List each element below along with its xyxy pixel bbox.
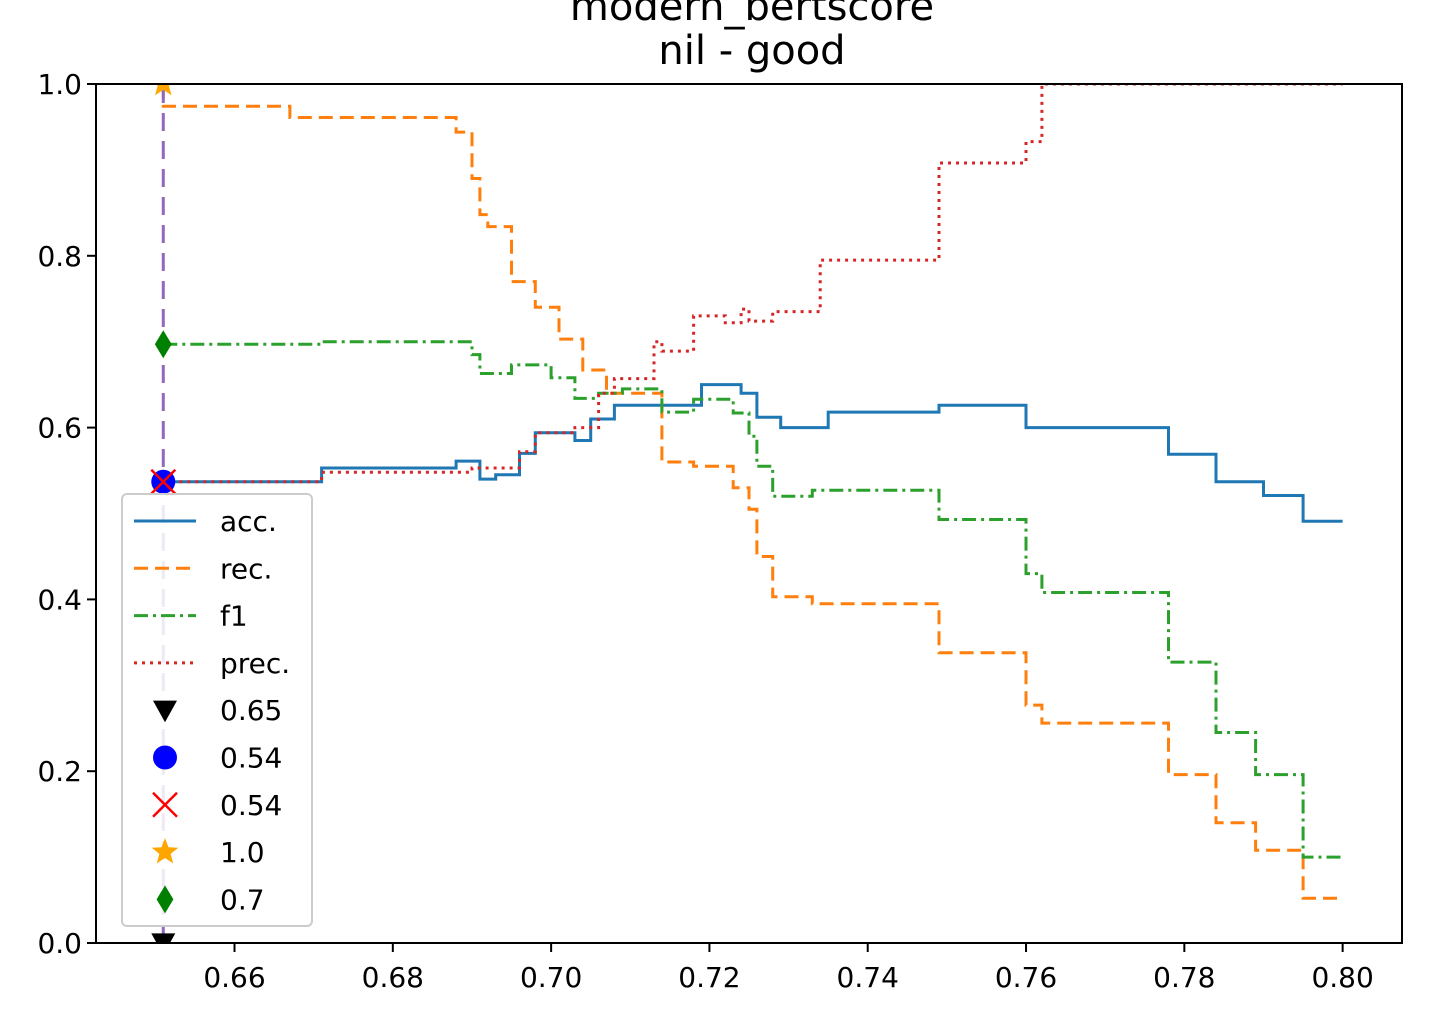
series-rec-line	[161, 84, 1343, 900]
y-tick-label: 0.8	[37, 240, 82, 273]
x-tick-label: 0.74	[837, 961, 899, 994]
y-tick-label: 0.4	[37, 583, 82, 616]
series-acc-line	[163, 383, 1343, 523]
y-tick-label: 0.6	[37, 412, 82, 445]
legend-marker-triangle-down	[153, 700, 177, 723]
y-axis: 0.0 0.2 0.4 0.6 0.8 1.0	[37, 68, 96, 960]
plot-frame	[95, 83, 1403, 944]
x-tick-label: 0.76	[995, 961, 1057, 994]
legend-label: 0.54	[220, 742, 282, 775]
x-tick-label: 0.70	[520, 961, 582, 994]
legend-label: 0.7	[220, 883, 265, 916]
legend-label: prec.	[220, 647, 290, 680]
legend-box	[121, 493, 313, 927]
marker-layer	[150, 84, 177, 943]
legend-label: 1.0	[220, 836, 265, 869]
marker-triangle-down-0	[151, 933, 176, 943]
legend-marker-circle	[153, 745, 177, 770]
marker-diamond-4	[154, 330, 172, 359]
legend: acc. rec. f1 prec. 0.65 0.54 0.54 1.0 0.7	[121, 493, 313, 927]
x-tick-label: 0.72	[678, 961, 740, 994]
y-tick-label: 0.0	[37, 927, 82, 960]
series-f1-line	[163, 340, 1343, 859]
series-prec-line	[163, 84, 1343, 484]
x-tick-label: 0.68	[362, 961, 424, 994]
marker-x-2	[150, 468, 177, 495]
legend-label: acc.	[220, 505, 277, 538]
chart-subtitle: nil - good	[658, 28, 845, 74]
x-tick-label: 0.78	[1153, 961, 1215, 994]
marker-star-3	[155, 84, 172, 96]
legend-label: rec.	[220, 552, 272, 585]
chart-title: modern_bertscore	[570, 0, 934, 30]
x-tick-label: 0.80	[1311, 961, 1373, 994]
y-tick-label: 0.2	[37, 755, 82, 788]
x-axis: 0.66 0.68 0.70 0.72 0.74 0.76 0.78 0.80	[203, 943, 1374, 994]
x-tick-label: 0.66	[203, 961, 265, 994]
legend-label: 0.54	[220, 789, 282, 822]
legend-label: f1	[220, 600, 248, 633]
legend-marker-star	[151, 838, 179, 864]
legend-marker-x	[152, 791, 178, 818]
series-layer	[161, 84, 1343, 943]
legend-label: 0.65	[220, 694, 282, 727]
y-tick-label: 1.0	[37, 68, 82, 101]
legend-marker-diamond	[156, 885, 174, 914]
